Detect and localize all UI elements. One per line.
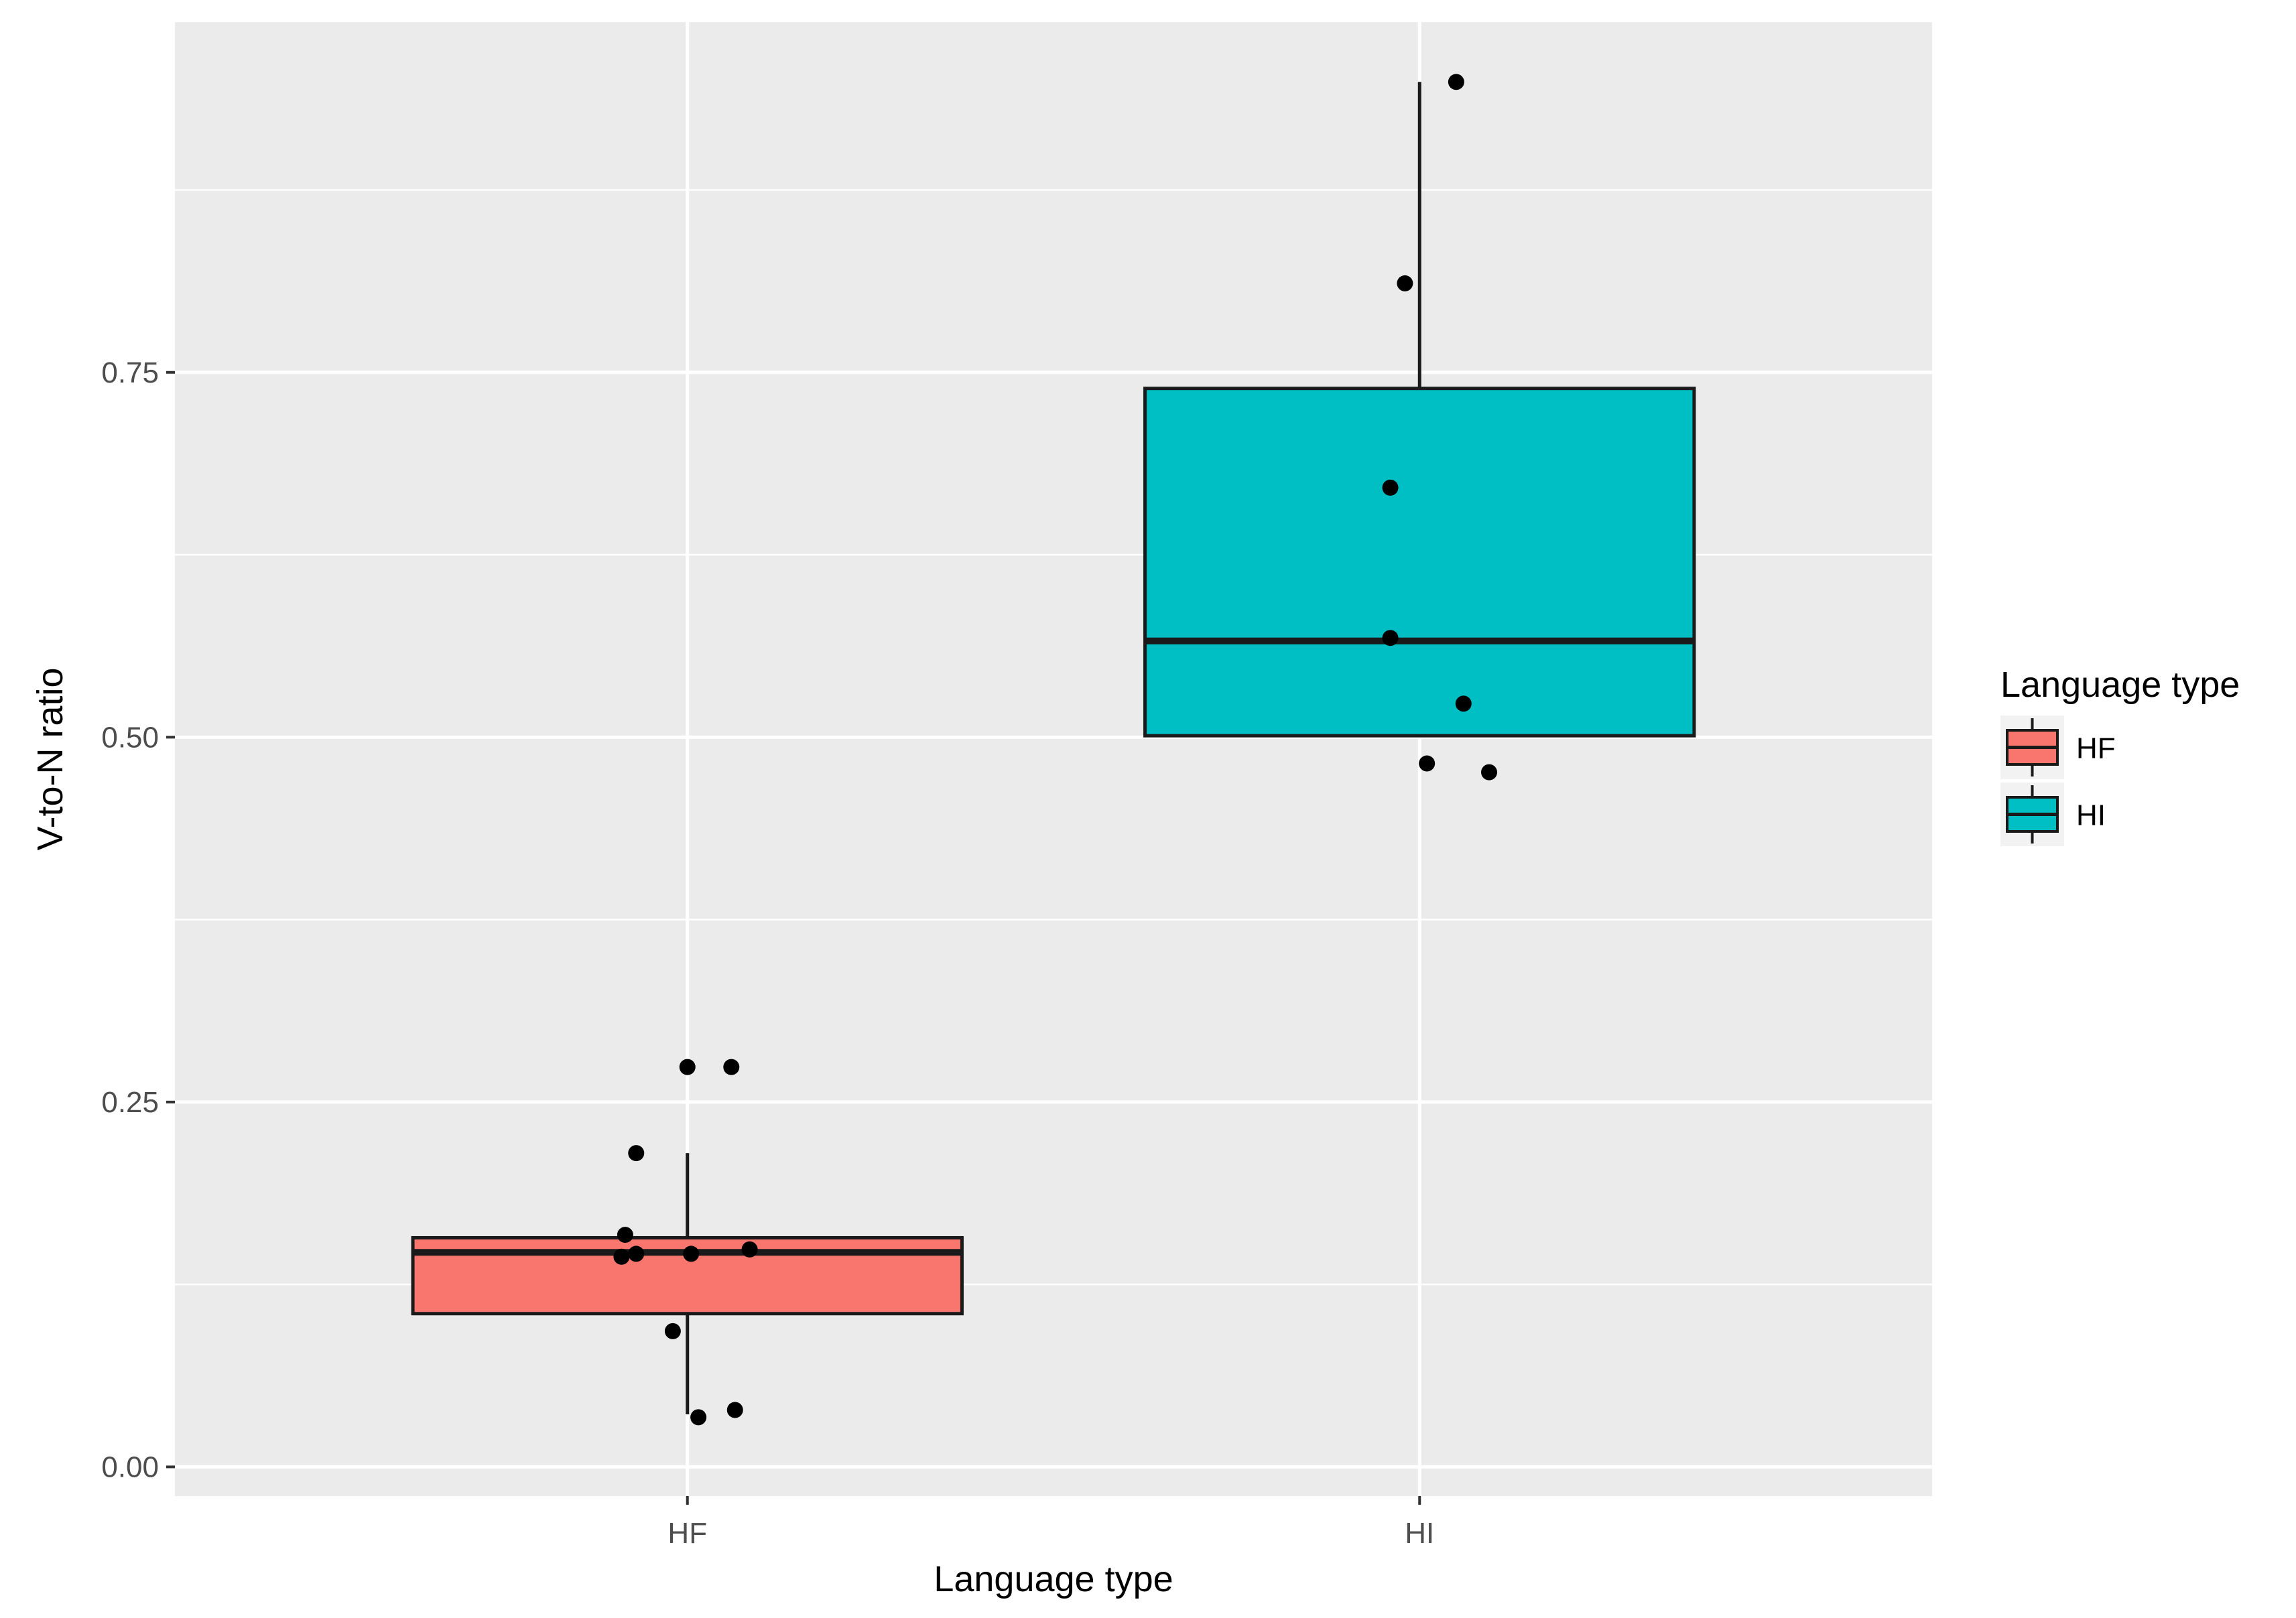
data-point — [628, 1145, 645, 1162]
y-tick-label: 0.00 — [101, 1451, 159, 1483]
data-point — [1419, 755, 1436, 772]
boxes — [411, 82, 1696, 1415]
data-point — [613, 1248, 630, 1265]
data-point — [617, 1227, 633, 1243]
y-tick-label: 0.25 — [101, 1086, 159, 1119]
y-tick-label: 0.50 — [101, 721, 159, 754]
data-point — [1448, 74, 1464, 90]
data-point — [679, 1059, 696, 1075]
data-point — [1455, 695, 1472, 712]
data-point — [664, 1323, 681, 1339]
legend-label: HF — [2076, 732, 2116, 765]
data-point — [741, 1241, 758, 1258]
data-point — [723, 1059, 740, 1075]
legend: Language type HF HI — [2000, 665, 2240, 846]
data-points — [613, 74, 1498, 1426]
data-point — [726, 1402, 743, 1418]
data-point — [1382, 630, 1399, 647]
data-point — [1481, 764, 1498, 781]
data-point — [1397, 275, 1413, 291]
legend-label: HI — [2076, 799, 2106, 832]
x-axis-title: Language type — [934, 1559, 1173, 1599]
y-axis-title: V-to-N ratio — [30, 667, 70, 850]
data-point — [683, 1245, 700, 1262]
x-axis: HF HI — [667, 1496, 1434, 1550]
data-point — [1382, 479, 1399, 496]
box-HI — [1143, 387, 1696, 738]
x-tick-label: HF — [667, 1517, 707, 1550]
data-point — [628, 1245, 645, 1262]
x-tick-label: HI — [1405, 1517, 1434, 1550]
legend-title: Language type — [2000, 665, 2240, 705]
y-axis: 0.00 0.25 0.50 0.75 — [101, 356, 175, 1483]
data-point — [690, 1409, 707, 1426]
y-tick-label: 0.75 — [101, 356, 159, 389]
